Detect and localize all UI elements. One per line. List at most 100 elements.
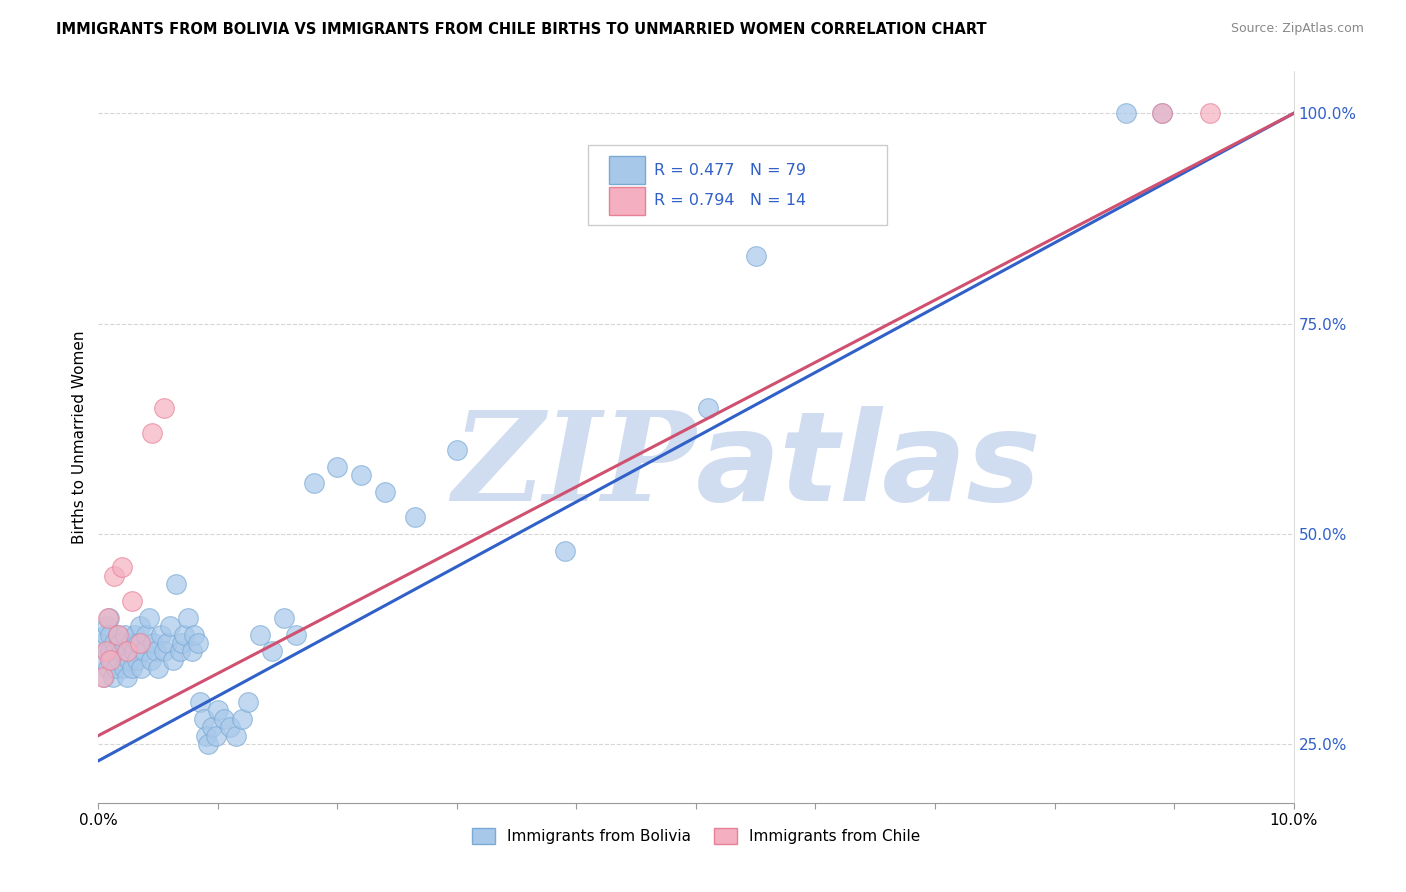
Point [112,661,135,675]
Point [197,737,219,751]
Point [107,627,129,641]
Point [114,627,136,641]
Point [1152,106,1174,120]
Point [183,627,205,641]
Point [115,644,138,658]
Point [96,619,118,633]
Point [120,636,142,650]
Point [249,627,271,641]
Point [93,670,115,684]
Point [98,644,122,658]
Point [124,627,146,641]
Point [121,661,143,675]
Point [1115,106,1137,120]
Text: IMMIGRANTS FROM BOLIVIA VS IMMIGRANTS FROM CHILE BIRTHS TO UNMARRIED WOMEN CORRE: IMMIGRANTS FROM BOLIVIA VS IMMIGRANTS FR… [56,22,987,37]
Point [149,627,172,641]
Point [236,695,259,709]
Point [745,249,768,263]
Point [101,670,124,684]
Point [177,611,200,625]
Point [98,627,122,641]
Text: R = 0.477   N = 79: R = 0.477 N = 79 [654,162,806,178]
Text: ZIP: ZIP [453,406,696,527]
FancyBboxPatch shape [609,187,644,215]
Point [105,661,128,675]
Point [103,569,125,583]
Point [108,636,131,650]
Point [554,543,576,558]
Point [446,442,468,457]
Point [115,670,138,684]
Point [212,712,235,726]
Point [135,627,157,641]
Point [111,560,134,574]
Point [187,636,209,650]
Point [129,619,152,633]
Legend: Immigrants from Bolivia, Immigrants from Chile: Immigrants from Bolivia, Immigrants from… [465,822,927,850]
Point [193,712,215,726]
Point [1199,106,1222,120]
Point [104,644,127,658]
Point [103,636,125,650]
Point [129,636,152,650]
Point [195,729,218,743]
Point [118,653,141,667]
Point [153,401,176,415]
Point [326,459,349,474]
Point [260,644,283,658]
Point [404,510,426,524]
Point [201,720,224,734]
Point [188,695,211,709]
Point [139,653,162,667]
FancyBboxPatch shape [589,145,887,225]
Text: atlas: atlas [696,406,1042,527]
FancyBboxPatch shape [609,156,644,184]
Point [91,653,114,667]
Point [284,627,307,641]
Y-axis label: Births to Unmarried Women: Births to Unmarried Women [72,330,87,544]
Point [97,661,120,675]
Point [169,644,191,658]
Point [162,653,184,667]
Point [127,636,149,650]
Point [131,661,153,675]
Point [180,644,202,658]
Point [138,611,160,625]
Point [148,661,170,675]
Point [302,476,325,491]
Point [98,611,121,625]
Point [207,703,229,717]
Point [697,401,720,415]
Point [98,653,122,667]
Point [231,712,253,726]
Point [273,611,295,625]
Point [155,636,177,650]
Point [97,611,120,625]
Point [121,594,143,608]
Point [204,729,226,743]
Point [100,653,122,667]
Point [142,636,165,650]
Point [96,644,118,658]
Point [125,653,148,667]
Point [107,653,129,667]
Point [94,627,117,641]
Point [124,644,146,658]
Point [94,644,117,658]
Point [132,644,155,658]
Text: R = 0.794   N = 14: R = 0.794 N = 14 [654,194,806,209]
Point [165,577,187,591]
Point [91,636,114,650]
Point [350,467,373,482]
Point [172,636,194,650]
Text: Source: ZipAtlas.com: Source: ZipAtlas.com [1230,22,1364,36]
Point [141,425,163,440]
Point [145,644,167,658]
Point [374,484,396,499]
Point [91,670,114,684]
Point [219,720,242,734]
Point [153,644,176,658]
Point [225,729,247,743]
Point [1152,106,1174,120]
Point [107,627,129,641]
